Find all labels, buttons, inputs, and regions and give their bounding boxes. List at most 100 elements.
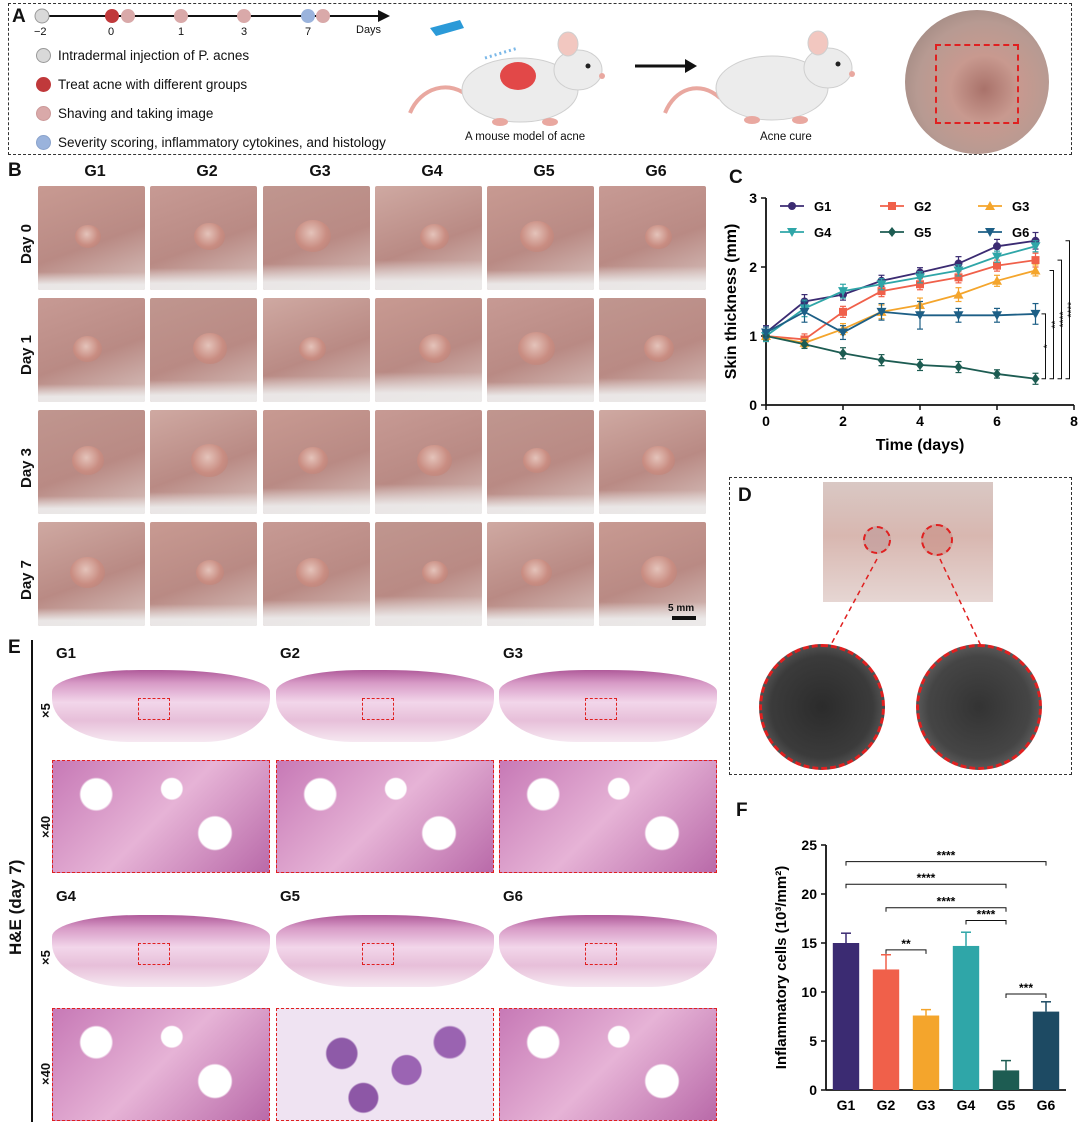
y-tick-label: 5 — [809, 1033, 817, 1049]
skin-photo — [38, 298, 145, 402]
y-tick-label: 20 — [801, 886, 817, 902]
acne-lesion — [192, 333, 227, 364]
skin-photo — [150, 186, 257, 290]
comparison-bracket — [885, 907, 1007, 912]
data-point-g2 — [916, 280, 924, 289]
acne-lesion — [296, 557, 329, 588]
he-group-label: G4 — [56, 888, 77, 905]
comparison-label: *** — [1019, 981, 1033, 995]
panel-label-f: F — [736, 800, 748, 821]
panel-label-a: A — [12, 6, 26, 27]
data-point-g2 — [993, 261, 1001, 270]
comparison-bracket — [845, 883, 1007, 889]
skin-photo — [375, 410, 482, 514]
legend-marker-g4 — [787, 228, 797, 237]
category-label-g1: G1 — [837, 1097, 856, 1113]
chart-skin-thickness: 0 1 2 3 0 2 4 6 8 Time (days) Skin thickness (mm) G… — [723, 190, 1078, 454]
row-head-day0: Day 0 — [18, 223, 35, 264]
data-point-g2 — [1031, 256, 1040, 265]
acne-lesion — [519, 221, 554, 252]
timeline — [34, 8, 390, 24]
skin-photo — [599, 298, 706, 402]
panel-label-b: B — [8, 160, 22, 181]
data-point-g4 — [953, 266, 964, 276]
fur-edge — [263, 600, 370, 626]
comparison-bracket — [885, 949, 927, 954]
timeline-tick-1: 1 — [178, 26, 185, 38]
fur-edge — [150, 604, 257, 626]
data-point-g2 — [839, 307, 847, 316]
fur-edge — [599, 490, 706, 514]
fur-edge — [38, 496, 145, 514]
y-tick-label: 3 — [749, 190, 757, 206]
lesion-circle-right — [921, 524, 953, 556]
series-line-g2 — [765, 259, 1036, 341]
significance-bracket — [1041, 313, 1046, 380]
timeline-tick-0: 0 — [108, 26, 115, 38]
timeline-dot-shave-7 — [316, 9, 330, 23]
y-tick-label: 0 — [809, 1082, 817, 1098]
timeline-dot-treat — [105, 9, 119, 23]
col-head-g4: G4 — [421, 163, 443, 180]
category-label-g6: G6 — [1037, 1097, 1056, 1113]
data-point-g3 — [1030, 265, 1041, 275]
data-point-g6 — [1030, 309, 1041, 319]
skin-photo — [599, 186, 706, 290]
fur-edge — [263, 264, 370, 290]
significance-bracket — [1057, 259, 1062, 380]
data-point-g1 — [993, 242, 1001, 251]
acne-closeup-photo — [905, 10, 1049, 154]
data-point-g4 — [992, 252, 1002, 262]
fur-edge — [487, 382, 594, 402]
comparison-bracket — [965, 919, 1007, 925]
he-low-mag-section — [499, 915, 717, 987]
fur-edge — [38, 272, 145, 290]
timeline-dot-shave-3 — [237, 9, 251, 23]
acne-lesion — [420, 223, 449, 250]
legend-inject: Intradermal injection of P. acnes — [36, 48, 249, 63]
row-head-day1: Day 1 — [18, 334, 35, 375]
acne-lesion — [521, 558, 552, 587]
fur-edge — [375, 372, 482, 402]
comparison-label: ** — [901, 937, 911, 951]
acne-lesion — [73, 335, 102, 362]
legend-marker-g1 — [788, 202, 796, 210]
acne-lesion — [299, 336, 326, 361]
he-group-label: G6 — [503, 888, 524, 905]
y-axis-label: Inflammatory cells (10³/mm²) — [773, 866, 790, 1069]
acne-lesion — [195, 560, 224, 586]
he-high-mag-section — [52, 760, 270, 873]
caption-mouse-model: A mouse model of acne — [465, 131, 586, 143]
he-roi-box — [138, 698, 170, 720]
x-tick-label: 2 — [839, 413, 847, 429]
fur-edge — [375, 596, 482, 626]
legend-dot-shave — [36, 106, 51, 121]
category-label-g5: G5 — [997, 1097, 1016, 1113]
series-line-g3 — [765, 269, 1036, 344]
data-point-g4 — [876, 280, 887, 290]
fur-edge — [375, 484, 482, 514]
legend-dot-score — [36, 135, 51, 150]
acne-lesion — [643, 335, 674, 362]
series-line-g4 — [765, 245, 1036, 337]
skin-photo — [487, 298, 594, 402]
he-group-label: G2 — [280, 645, 301, 662]
legend-shave: Shaving and taking image — [36, 106, 213, 121]
he-side-label: H&E (day 7) — [6, 859, 25, 955]
x-tick-label: 0 — [762, 413, 770, 429]
x-tick-label: 6 — [993, 413, 1001, 429]
acne-lesion — [70, 556, 105, 588]
he-high-mag-section — [276, 760, 494, 873]
fur-edge — [487, 270, 594, 290]
comparison-label: **** — [917, 871, 936, 885]
y-tick-label: 10 — [801, 984, 817, 1000]
he-low-mag-section — [52, 670, 270, 742]
data-point-g2 — [954, 273, 963, 282]
significance-label: ** — [1051, 321, 1062, 329]
legend-dot-treat — [36, 77, 51, 92]
mouse-back-photo — [823, 482, 993, 602]
acne-lesion — [421, 561, 448, 585]
data-point-g6 — [761, 328, 771, 338]
scale-bar-label: 5 mm — [668, 603, 695, 614]
skin-photo — [375, 522, 482, 626]
